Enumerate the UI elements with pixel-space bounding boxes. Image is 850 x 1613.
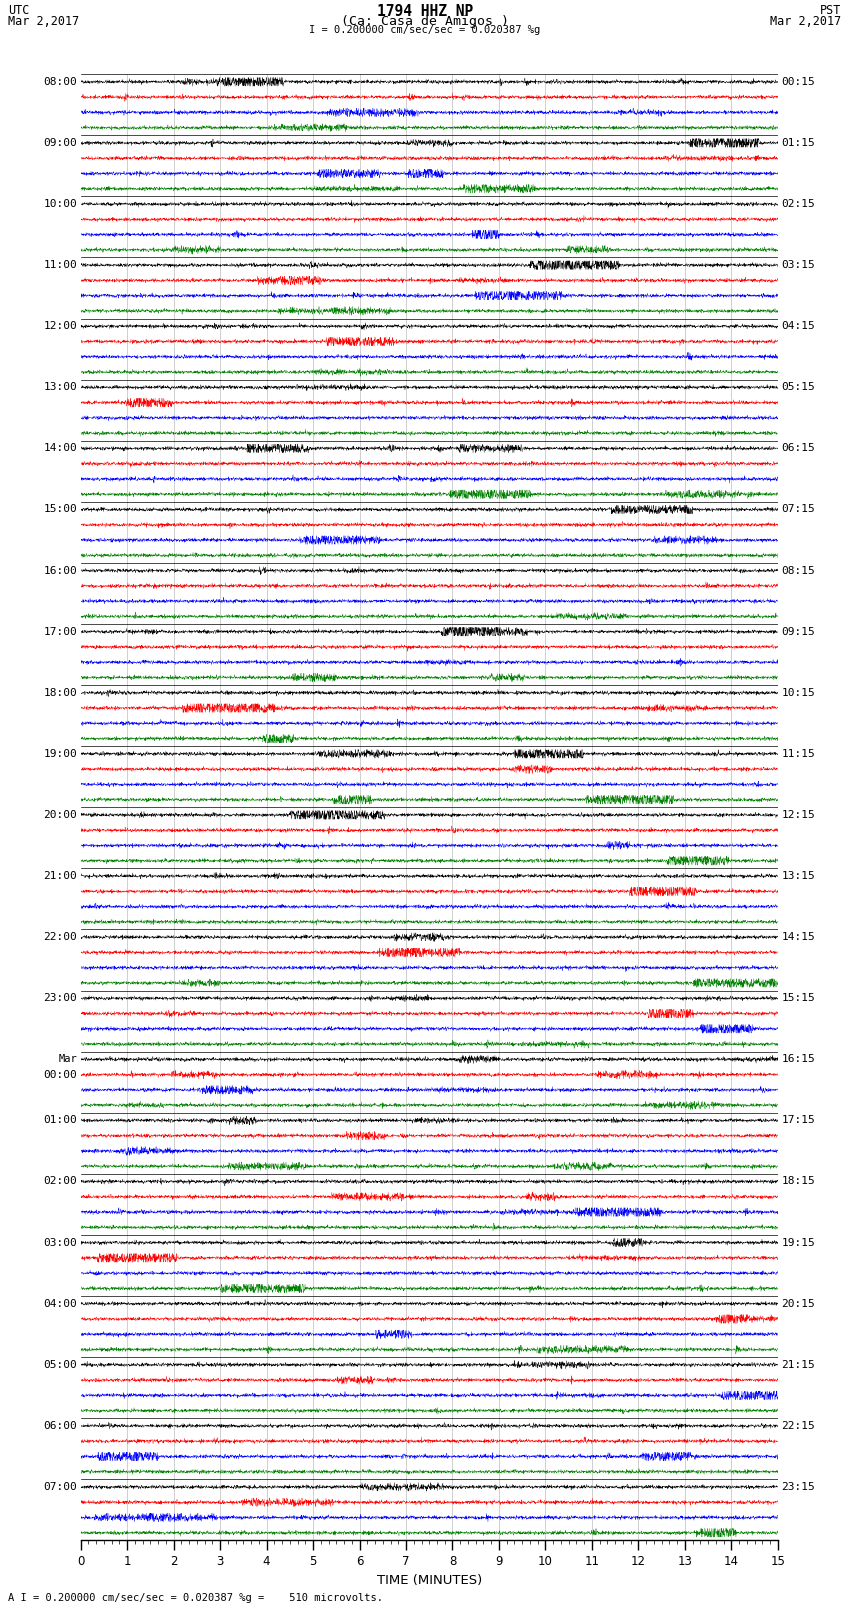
- Text: 21:00: 21:00: [43, 871, 77, 881]
- Text: 17:00: 17:00: [43, 627, 77, 637]
- Text: I = 0.200000 cm/sec/sec = 0.020387 %g: I = 0.200000 cm/sec/sec = 0.020387 %g: [309, 24, 541, 35]
- Text: 07:00: 07:00: [43, 1482, 77, 1492]
- Text: 03:00: 03:00: [43, 1237, 77, 1247]
- Text: 13:15: 13:15: [781, 871, 815, 881]
- Text: PST: PST: [820, 5, 842, 18]
- Text: 20:00: 20:00: [43, 810, 77, 819]
- Text: 18:15: 18:15: [781, 1176, 815, 1187]
- Text: 01:00: 01:00: [43, 1116, 77, 1126]
- Text: 06:00: 06:00: [43, 1421, 77, 1431]
- Text: 02:00: 02:00: [43, 1176, 77, 1187]
- Text: (Ca: Casa de Amigos ): (Ca: Casa de Amigos ): [341, 15, 509, 27]
- Text: 15:15: 15:15: [781, 994, 815, 1003]
- Text: 13:00: 13:00: [43, 382, 77, 392]
- Text: 23:00: 23:00: [43, 994, 77, 1003]
- Text: 11:00: 11:00: [43, 260, 77, 269]
- Text: 21:15: 21:15: [781, 1360, 815, 1369]
- Text: 04:00: 04:00: [43, 1298, 77, 1308]
- Text: 08:00: 08:00: [43, 77, 77, 87]
- Text: 18:00: 18:00: [43, 687, 77, 698]
- Text: 05:00: 05:00: [43, 1360, 77, 1369]
- Text: 15:00: 15:00: [43, 505, 77, 515]
- Text: 06:15: 06:15: [781, 444, 815, 453]
- Text: 05:15: 05:15: [781, 382, 815, 392]
- Text: 12:00: 12:00: [43, 321, 77, 331]
- Text: 07:15: 07:15: [781, 505, 815, 515]
- X-axis label: TIME (MINUTES): TIME (MINUTES): [377, 1574, 482, 1587]
- Text: 00:00: 00:00: [43, 1069, 77, 1079]
- Text: Mar 2,2017: Mar 2,2017: [8, 15, 80, 27]
- Text: 19:15: 19:15: [781, 1237, 815, 1247]
- Text: 14:00: 14:00: [43, 444, 77, 453]
- Text: A I = 0.200000 cm/sec/sec = 0.020387 %g =    510 microvolts.: A I = 0.200000 cm/sec/sec = 0.020387 %g …: [8, 1594, 383, 1603]
- Text: Mar: Mar: [59, 1055, 77, 1065]
- Text: Mar 2,2017: Mar 2,2017: [770, 15, 842, 27]
- Text: 01:15: 01:15: [781, 139, 815, 148]
- Text: 04:15: 04:15: [781, 321, 815, 331]
- Text: 22:15: 22:15: [781, 1421, 815, 1431]
- Text: 10:00: 10:00: [43, 198, 77, 210]
- Text: UTC: UTC: [8, 5, 30, 18]
- Text: 03:15: 03:15: [781, 260, 815, 269]
- Text: 08:15: 08:15: [781, 566, 815, 576]
- Text: 19:00: 19:00: [43, 748, 77, 758]
- Text: 1794 HHZ NP: 1794 HHZ NP: [377, 5, 473, 19]
- Text: 22:00: 22:00: [43, 932, 77, 942]
- Text: 16:00: 16:00: [43, 566, 77, 576]
- Text: 09:00: 09:00: [43, 139, 77, 148]
- Text: 11:15: 11:15: [781, 748, 815, 758]
- Text: 17:15: 17:15: [781, 1116, 815, 1126]
- Text: 23:15: 23:15: [781, 1482, 815, 1492]
- Text: 20:15: 20:15: [781, 1298, 815, 1308]
- Text: 12:15: 12:15: [781, 810, 815, 819]
- Text: 02:15: 02:15: [781, 198, 815, 210]
- Text: 10:15: 10:15: [781, 687, 815, 698]
- Text: 16:15: 16:15: [781, 1055, 815, 1065]
- Text: 09:15: 09:15: [781, 627, 815, 637]
- Text: 00:15: 00:15: [781, 77, 815, 87]
- Text: 14:15: 14:15: [781, 932, 815, 942]
